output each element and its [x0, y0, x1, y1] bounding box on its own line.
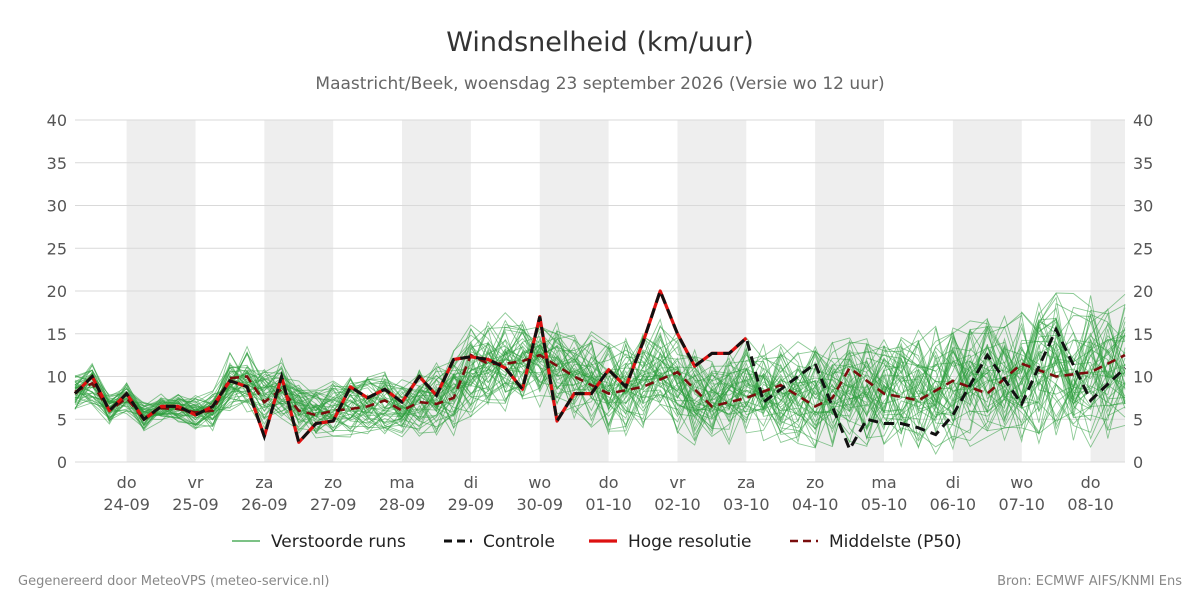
y-tick-left-25: 25: [47, 239, 67, 258]
ensemble-member-26: [74, 317, 1126, 423]
x-tick-labels: do 24-09 vr 25-09 za 26-09 zo 27-09 ma 28-09 di 29-…: [103, 473, 1113, 514]
legend-median-label: Middelste (P50): [829, 532, 962, 552]
x-tick-date-14: 08-10: [1067, 495, 1114, 514]
x-tick-day-2: za: [255, 473, 273, 492]
x-tick-date-5: 29-09: [448, 495, 495, 514]
y-tick-right-40: 40: [1133, 111, 1153, 130]
ensemble-member-33: [74, 292, 1126, 415]
ensemble-member-40: [74, 292, 1126, 419]
x-tick-date-1: 25-09: [172, 495, 219, 514]
x-tick-day-12: di: [946, 473, 961, 492]
x-tick-date-2: 26-09: [241, 495, 288, 514]
y-tick-right-5: 5: [1133, 410, 1143, 429]
legend-high-res-label: Hoge resolutie: [628, 532, 752, 552]
y-tick-left-15: 15: [47, 325, 67, 344]
y-tick-right-25: 25: [1133, 239, 1153, 258]
x-tick-day-13: wo: [1010, 473, 1033, 492]
x-tick-date-13: 07-10: [998, 495, 1045, 514]
x-tick-date-0: 24-09: [103, 495, 150, 514]
ensemble-member-45: [74, 316, 1126, 433]
x-tick-day-3: zo: [324, 473, 342, 492]
footer-source: Bron: ECMWF AIFS/KNMI Ens: [997, 574, 1182, 589]
legend: Verstoorde runs Controle Hoge resolutie …: [232, 532, 962, 552]
x-tick-day-14: do: [1081, 473, 1101, 492]
x-tick-date-11: 05-10: [861, 495, 908, 514]
chart-subtitle: Maastricht/Beek, woensdag 23 september 2…: [315, 74, 884, 94]
y-tick-left-5: 5: [57, 410, 67, 429]
control-series-line: [73, 286, 1127, 453]
x-tick-day-7: do: [599, 473, 619, 492]
x-tick-day-4: ma: [389, 473, 414, 492]
x-tick-day-6: wo: [528, 473, 551, 492]
y-tick-left-40: 40: [47, 111, 67, 130]
y-tick-left-0: 0: [57, 453, 67, 472]
y-tick-right-35: 35: [1133, 154, 1153, 173]
x-tick-day-5: di: [464, 473, 479, 492]
ensemble-member-43: [74, 326, 1126, 427]
y-tick-right-10: 10: [1133, 368, 1153, 387]
y-tick-left-10: 10: [47, 368, 67, 387]
ensemble-member-46: [74, 314, 1126, 420]
y-tick-right-15: 15: [1133, 325, 1153, 344]
y-tick-left-20: 20: [47, 282, 67, 301]
x-tick-day-1: vr: [187, 473, 203, 492]
x-tick-date-7: 01-10: [585, 495, 632, 514]
legend-ensemble-label: Verstoorde runs: [271, 532, 406, 552]
x-tick-day-0: do: [117, 473, 137, 492]
ensemble-member-6: [74, 335, 1126, 446]
y-tick-right-0: 0: [1133, 453, 1143, 472]
y-tick-left-35: 35: [47, 154, 67, 173]
x-tick-date-4: 28-09: [379, 495, 426, 514]
x-tick-date-10: 04-10: [792, 495, 839, 514]
y-tick-right-30: 30: [1133, 197, 1153, 216]
chart-title: Windsnelheid (km/uur): [446, 27, 754, 58]
x-tick-day-8: vr: [669, 473, 685, 492]
x-tick-date-8: 02-10: [654, 495, 701, 514]
ensemble-member-36: [74, 296, 1126, 424]
x-tick-day-11: ma: [871, 473, 896, 492]
median-series-line: [74, 353, 1126, 422]
x-tick-date-3: 27-09: [310, 495, 357, 514]
x-tick-day-9: za: [737, 473, 755, 492]
y-tick-labels: 0 0 5 5 10 10 15 15 20 20 25 25 30 30 35 35 40 40: [47, 111, 1154, 472]
x-tick-date-12: 06-10: [930, 495, 977, 514]
x-tick-date-6: 30-09: [517, 495, 564, 514]
footer-generated-by: Gegenereerd door MeteoVPS (meteo-service…: [18, 574, 329, 589]
ensemble-member-47: [74, 303, 1126, 416]
y-tick-right-20: 20: [1133, 282, 1153, 301]
ensemble-member-31: [74, 331, 1126, 431]
x-tick-date-9: 03-10: [723, 495, 770, 514]
legend-control-label: Controle: [483, 532, 555, 552]
y-tick-left-30: 30: [47, 197, 67, 216]
x-tick-day-10: zo: [806, 473, 824, 492]
